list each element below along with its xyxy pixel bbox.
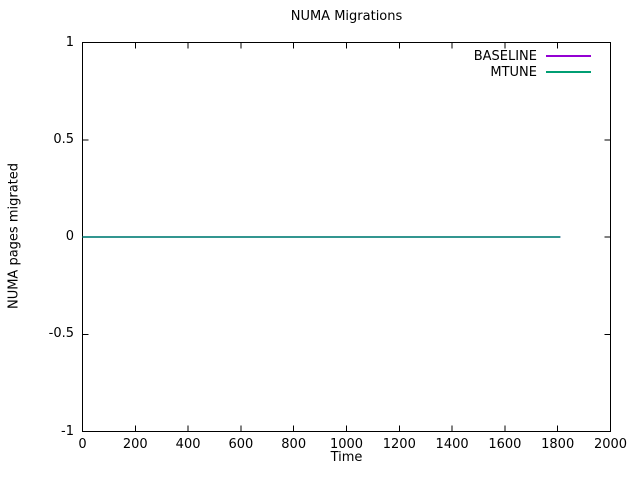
x-tick-label: 1800 <box>541 437 575 452</box>
x-axis-title: Time <box>330 450 363 465</box>
legend-line-sample <box>546 55 591 57</box>
chart-title: NUMA Migrations <box>290 9 403 24</box>
x-tick-label: 1000 <box>329 437 364 452</box>
x-tick-label: 1600 <box>488 437 522 452</box>
x-tick-label: 2000 <box>593 437 628 452</box>
y-tick-label: -1 <box>61 423 74 439</box>
x-tick-label: 0 <box>78 437 87 452</box>
legend-entry-mtune: MTUNE <box>474 64 591 80</box>
y-tick-label: 0 <box>65 229 74 244</box>
plot-canvas <box>82 42 611 432</box>
x-tick-label: 800 <box>281 437 307 452</box>
y-tick-label: 0.5 <box>53 131 74 147</box>
legend-entry-baseline: BASELINE <box>474 48 591 64</box>
y-tick-label: 1 <box>65 34 74 50</box>
y-tick-label: -0.5 <box>48 326 74 342</box>
x-tick-label: 1200 <box>382 437 416 452</box>
x-tick-label: 600 <box>228 437 254 452</box>
legend-line-sample <box>546 71 591 73</box>
legend-label: BASELINE <box>473 48 537 64</box>
x-tick-label: 200 <box>122 437 148 452</box>
legend-label: MTUNE <box>490 64 537 80</box>
legend: BASELINE MTUNE <box>474 48 591 80</box>
x-tick-label: 400 <box>175 437 201 452</box>
x-tick-label: 1400 <box>435 437 469 452</box>
plot-area: BASELINE MTUNE <box>82 42 611 432</box>
